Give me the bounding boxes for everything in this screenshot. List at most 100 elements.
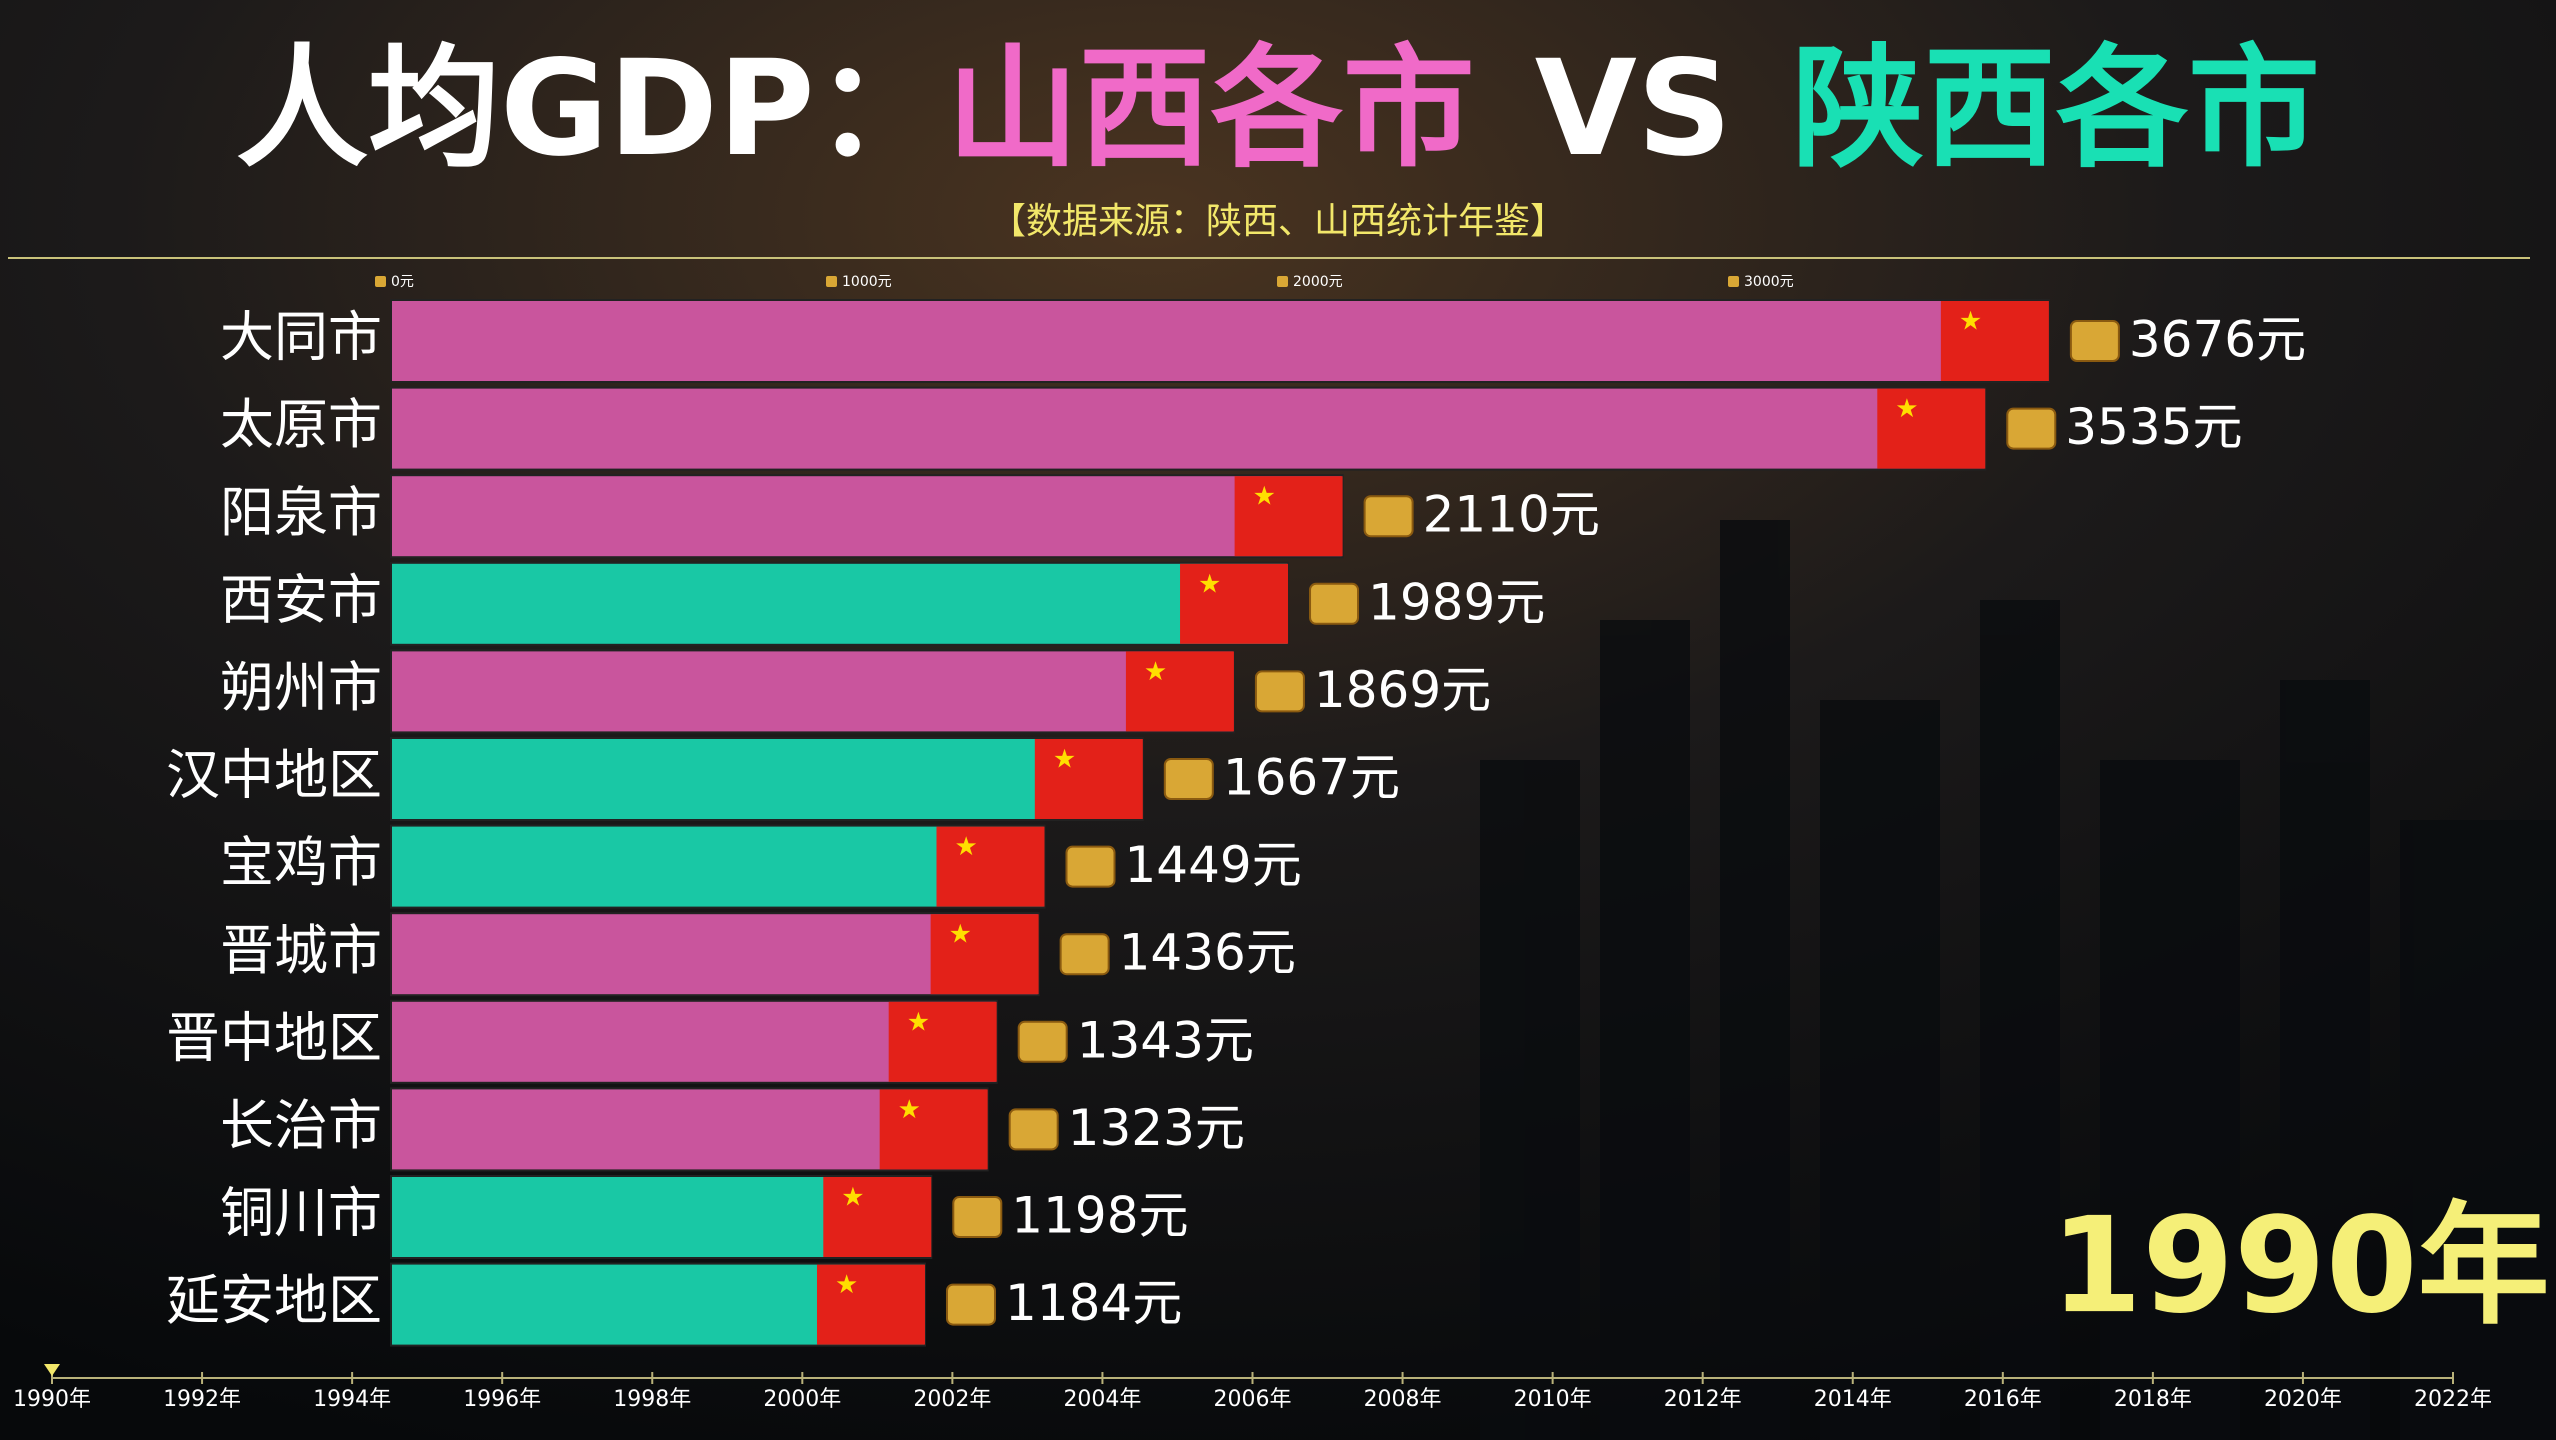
skyline <box>1480 520 2556 1440</box>
tick-mark <box>375 276 386 287</box>
timeline-label: 1990年 <box>13 1387 91 1412</box>
timeline-marker <box>44 1364 60 1376</box>
flag <box>1034 739 1143 819</box>
flag-star: ★ <box>949 920 972 950</box>
timeline-label: 2006年 <box>1214 1387 1292 1412</box>
flag-star: ★ <box>907 1007 930 1037</box>
year-label: 1990年 <box>2050 1189 2549 1343</box>
coin-icon <box>952 1196 1003 1238</box>
flag <box>1234 476 1343 557</box>
bar <box>390 474 1344 559</box>
title-part: 人均GDP： <box>236 32 947 186</box>
flag-star: ★ <box>841 1183 864 1213</box>
category-label: 铜川市 <box>220 1182 382 1245</box>
flag-star: ★ <box>835 1270 858 1300</box>
coin-icon <box>1017 1020 1068 1063</box>
flag <box>936 826 1045 907</box>
bar <box>390 386 1987 471</box>
flag-star: ★ <box>1959 307 1982 337</box>
tick-mark <box>826 276 837 287</box>
coin-icon <box>1065 845 1116 888</box>
bar <box>390 561 1290 646</box>
bar <box>390 299 2050 383</box>
timeline-label: 2002年 <box>913 1387 991 1412</box>
value-label: 1436元 <box>1119 924 1296 982</box>
flag <box>1940 301 2049 381</box>
category-label: 西安市 <box>220 568 382 631</box>
title-part: VS <box>1535 32 1732 186</box>
timeline-label: 2016年 <box>1964 1387 2042 1412</box>
subtitle: 【数据来源：陕西、山西统计年鉴】 <box>990 201 1566 242</box>
coin-icon <box>1059 933 1110 976</box>
flag <box>1877 388 1986 469</box>
flag <box>879 1089 988 1170</box>
coin-icon <box>1309 582 1360 625</box>
tick-mark <box>1277 276 1288 287</box>
flag-star: ★ <box>1895 394 1918 424</box>
category-label: 太原市 <box>220 393 382 456</box>
value-label: 1323元 <box>1068 1099 1245 1157</box>
category-label: 汉中地区 <box>166 744 382 807</box>
timeline-label: 2022年 <box>2414 1387 2492 1412</box>
category-label: 晋城市 <box>220 919 382 982</box>
timeline-label: 1994年 <box>313 1387 391 1412</box>
flag-star: ★ <box>1253 482 1276 512</box>
timeline-label: 2000年 <box>763 1387 841 1412</box>
flag-star: ★ <box>954 832 977 862</box>
flag <box>823 1177 932 1257</box>
tick-mark <box>1728 276 1739 287</box>
bar <box>390 824 1046 909</box>
value-label: 2110元 <box>1423 486 1600 544</box>
flag <box>1125 651 1234 732</box>
timeline-label: 2012年 <box>1664 1387 1742 1412</box>
flag-star: ★ <box>898 1095 921 1125</box>
flag <box>1180 563 1289 644</box>
coin-icon <box>1363 495 1414 538</box>
category-label: 延安地区 <box>166 1269 382 1332</box>
value-label: 3535元 <box>2065 398 2242 456</box>
bar <box>390 649 1235 734</box>
flag <box>816 1264 925 1345</box>
timeline-label: 2018年 <box>2114 1387 2192 1412</box>
x-tick-label: 3000元 <box>1744 274 1794 290</box>
category-label: 大同市 <box>220 306 382 369</box>
timeline-label: 1992年 <box>163 1387 241 1412</box>
flag-star: ★ <box>1144 657 1167 687</box>
timeline-label: 1998年 <box>613 1387 691 1412</box>
x-tick-label: 0元 <box>391 274 414 290</box>
chart-title: 人均GDP：山西各市 VS 陕西各市 <box>236 32 2320 186</box>
coin-icon <box>1163 758 1214 800</box>
value-label: 1449元 <box>1124 836 1301 894</box>
title-part: 山西各市 <box>947 32 1475 186</box>
category-label: 阳泉市 <box>220 481 382 544</box>
flag-star: ★ <box>1053 745 1076 775</box>
value-label: 1198元 <box>1011 1187 1188 1245</box>
timeline-label: 2008年 <box>1364 1387 1442 1412</box>
bar <box>390 737 1144 821</box>
value-label: 1667元 <box>1223 749 1400 807</box>
x-tick-label: 1000元 <box>842 274 892 290</box>
value-label: 3676元 <box>2129 311 2306 369</box>
coin-icon <box>945 1283 996 1326</box>
coin-icon <box>2069 320 2120 362</box>
timeline-label: 1996年 <box>463 1387 541 1412</box>
flag <box>888 1001 997 1082</box>
timeline-label: 2014年 <box>1814 1387 1892 1412</box>
flag <box>930 914 1039 995</box>
timeline-label: 2004年 <box>1063 1387 1141 1412</box>
category-label: 长治市 <box>220 1094 382 1157</box>
category-label: 宝鸡市 <box>220 831 382 894</box>
flag-star: ★ <box>1198 569 1221 599</box>
timeline-label: 2010年 <box>1514 1387 1592 1412</box>
category-label: 晋中地区 <box>166 1006 382 1069</box>
coin-icon <box>2006 407 2057 450</box>
value-label: 1869元 <box>1314 661 1491 719</box>
x-tick-label: 2000元 <box>1293 274 1343 290</box>
value-label: 1989元 <box>1368 573 1545 631</box>
title-part: 陕西各市 <box>1792 32 2320 186</box>
value-label: 1184元 <box>1005 1274 1182 1332</box>
value-label: 1343元 <box>1077 1011 1254 1069</box>
coin-icon <box>1254 670 1305 713</box>
